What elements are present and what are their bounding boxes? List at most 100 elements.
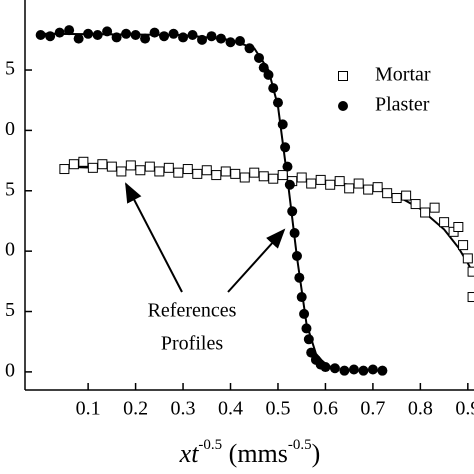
x-tick-label: 0.3 bbox=[171, 398, 196, 420]
point bbox=[211, 170, 222, 181]
point bbox=[154, 166, 165, 177]
point bbox=[249, 167, 260, 178]
point bbox=[299, 308, 310, 319]
point bbox=[289, 228, 300, 239]
annotation: References Profiles bbox=[125, 182, 286, 355]
x-tick-label: 0.9 bbox=[455, 398, 474, 420]
point bbox=[111, 32, 122, 43]
fit-line bbox=[59, 165, 474, 276]
point bbox=[253, 52, 264, 63]
arrow bbox=[125, 182, 183, 293]
point bbox=[467, 292, 474, 303]
point bbox=[121, 28, 132, 39]
point bbox=[78, 156, 89, 167]
point bbox=[462, 253, 473, 264]
point bbox=[280, 142, 291, 153]
point bbox=[73, 33, 84, 44]
point bbox=[83, 28, 94, 39]
point bbox=[377, 365, 388, 376]
point bbox=[192, 168, 203, 179]
x-label-unit-exp: -0.5 bbox=[288, 437, 312, 453]
point bbox=[258, 62, 269, 73]
point bbox=[287, 206, 298, 217]
point bbox=[439, 217, 450, 228]
point bbox=[429, 202, 440, 213]
point bbox=[303, 334, 314, 345]
point bbox=[197, 34, 208, 45]
point bbox=[291, 250, 302, 261]
y-tick-label: 0 bbox=[5, 118, 15, 140]
point bbox=[282, 161, 293, 172]
point bbox=[102, 26, 113, 37]
y-tick-label: 5 bbox=[5, 178, 15, 200]
y-tick-label: 0 bbox=[5, 359, 15, 381]
x-label-exp: -0.5 bbox=[198, 437, 222, 453]
point bbox=[258, 171, 269, 182]
point bbox=[87, 162, 98, 173]
point bbox=[277, 170, 288, 181]
point bbox=[329, 363, 340, 374]
point bbox=[159, 31, 170, 42]
point bbox=[216, 33, 227, 44]
point bbox=[97, 159, 108, 170]
point bbox=[325, 179, 336, 190]
point bbox=[391, 193, 402, 204]
arrow bbox=[227, 228, 286, 293]
point bbox=[35, 30, 46, 41]
point bbox=[68, 159, 79, 170]
point bbox=[149, 27, 160, 38]
point bbox=[130, 30, 141, 41]
point bbox=[277, 119, 288, 130]
point bbox=[220, 166, 231, 177]
annotation-text: Profiles bbox=[161, 333, 223, 355]
x-label-close: ) bbox=[312, 439, 321, 468]
point bbox=[64, 25, 75, 36]
point bbox=[235, 36, 246, 47]
point bbox=[244, 43, 255, 54]
legend-marker bbox=[338, 101, 348, 111]
point bbox=[187, 30, 198, 41]
point bbox=[268, 83, 279, 94]
legend-marker bbox=[338, 71, 348, 81]
x-tick-label: 0.1 bbox=[76, 398, 101, 420]
x-tick-label: 0.8 bbox=[408, 398, 433, 420]
point bbox=[239, 172, 250, 183]
x-axis-label: xt-0.5 (mms-0.5) bbox=[179, 437, 321, 468]
legend-label: Mortar bbox=[375, 64, 431, 86]
point bbox=[201, 165, 212, 176]
point bbox=[339, 365, 350, 376]
x-tick-label: 0.4 bbox=[218, 398, 243, 420]
point bbox=[306, 178, 317, 189]
point bbox=[348, 364, 359, 375]
point bbox=[263, 69, 274, 80]
point bbox=[296, 172, 307, 183]
point bbox=[92, 30, 103, 41]
point bbox=[382, 188, 393, 199]
y-tick-label: 5 bbox=[5, 299, 15, 321]
point bbox=[206, 31, 217, 42]
x-tick-label: 0.2 bbox=[123, 398, 148, 420]
point bbox=[116, 166, 127, 177]
point bbox=[353, 178, 364, 189]
point bbox=[45, 31, 56, 42]
point bbox=[173, 167, 184, 178]
point bbox=[54, 27, 65, 38]
x-tick-label: 0.5 bbox=[265, 398, 290, 420]
point bbox=[334, 176, 345, 187]
point bbox=[344, 183, 355, 194]
point bbox=[301, 323, 312, 334]
point bbox=[230, 168, 241, 179]
point bbox=[59, 164, 70, 175]
point bbox=[182, 164, 193, 175]
point bbox=[453, 221, 464, 232]
x-tick-label: 0.6 bbox=[313, 398, 338, 420]
annotation-text: References bbox=[148, 300, 237, 322]
point bbox=[420, 207, 431, 218]
axes bbox=[24, 0, 474, 391]
point bbox=[294, 272, 305, 283]
point bbox=[363, 184, 374, 195]
y-tick-label: 0 bbox=[5, 239, 15, 261]
point bbox=[140, 33, 151, 44]
point bbox=[163, 162, 174, 173]
